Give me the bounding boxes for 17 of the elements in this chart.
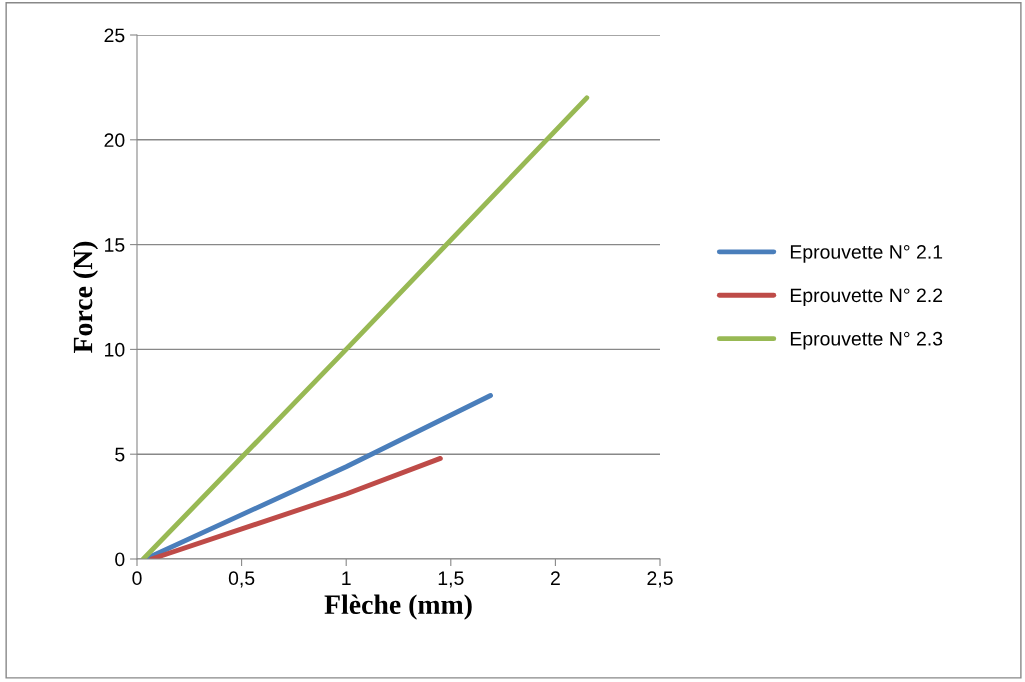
y-axis-title: Force (N) [72,241,99,353]
x-tick-label: 2 [550,571,560,585]
legend-label: Eprouvette N° 2.2 [790,288,943,307]
x-axis-title: Flèche (mm) [324,594,472,620]
y-tick-label: 10 [105,342,125,357]
legend-label: Eprouvette N° 2.1 [790,245,943,263]
y-tick-label: 0 [115,552,125,567]
x-tick-label: 0,5 [228,571,255,588]
x-tick-label: 1,5 [438,571,464,588]
x-tick-label: 0 [132,571,142,586]
y-tick-label: 25 [104,28,125,43]
y-tick-label: 20 [104,133,125,148]
y-tick-label: 5 [115,447,125,462]
x-tick-label: 2,5 [647,571,673,588]
y-tick-label: 15 [105,238,125,252]
legend-label: Eprouvette N° 2.3 [790,331,943,350]
x-tick-label: 1 [342,571,351,585]
